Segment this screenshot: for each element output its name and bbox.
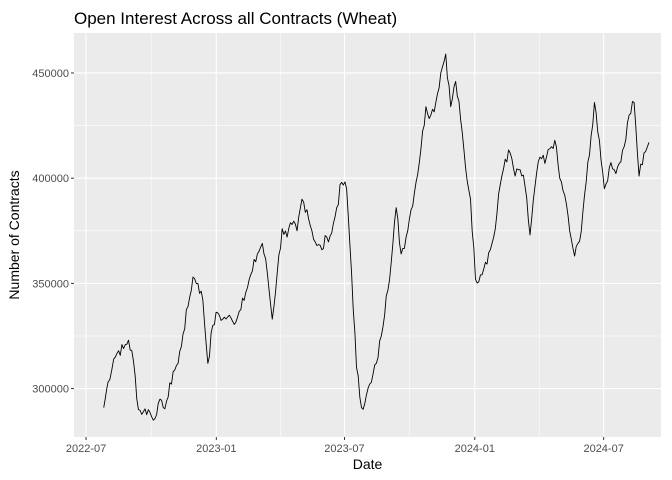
- x-tick-label: 2024-07: [583, 443, 623, 455]
- x-tick-label: 2024-01: [455, 443, 495, 455]
- x-axis-label: Date: [353, 456, 383, 472]
- y-tick-label: 300000: [32, 384, 69, 396]
- x-axis: 2022-07 2023-01 2023-07 2024-01 2024-07: [66, 437, 624, 455]
- major-gridlines: [74, 33, 661, 437]
- y-tick-label: 400000: [32, 173, 69, 185]
- x-tick-label: 2023-07: [324, 443, 364, 455]
- y-axis: 300000 350000 400000 450000: [32, 68, 74, 396]
- chart-title: Open Interest Across all Contracts (Whea…: [74, 9, 397, 28]
- y-axis-label: Number of Contracts: [6, 170, 22, 299]
- series-line: [103, 53, 650, 421]
- x-tick-label: 2022-07: [66, 443, 106, 455]
- x-tick-label: 2023-01: [196, 443, 236, 455]
- minor-gridlines: [74, 33, 661, 437]
- y-tick-label: 350000: [32, 278, 69, 290]
- y-tick-label: 450000: [32, 68, 69, 80]
- plot-panel: [74, 33, 661, 437]
